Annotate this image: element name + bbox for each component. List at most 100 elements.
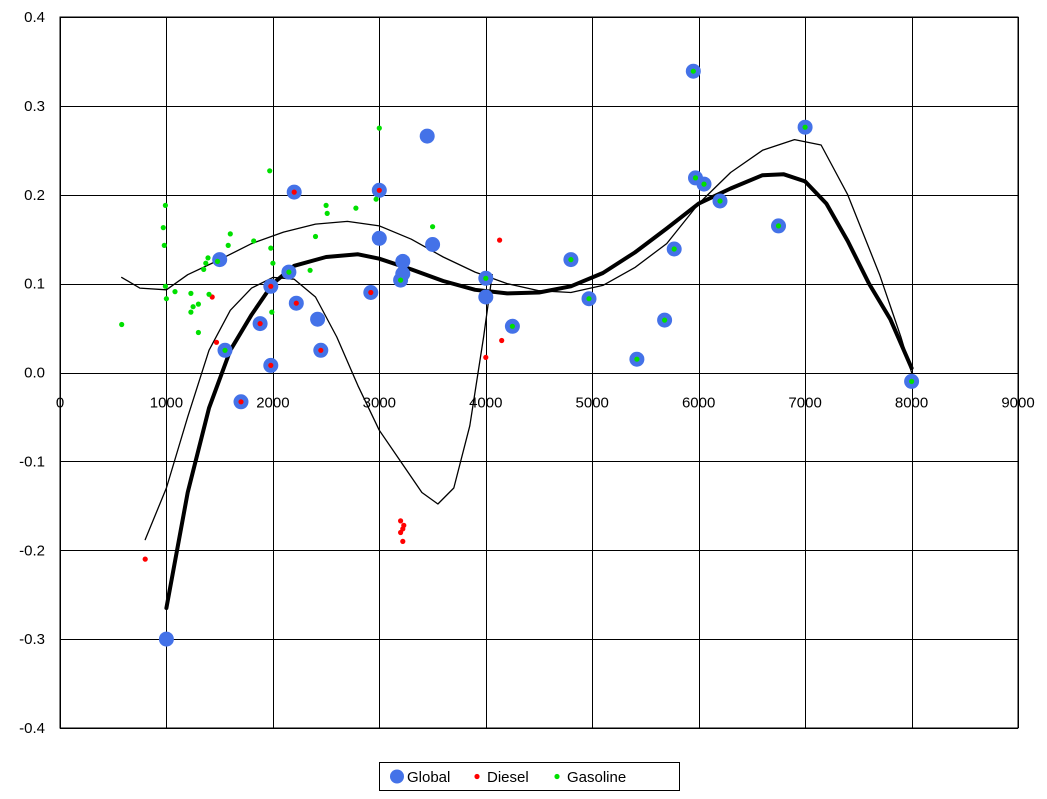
- y-tick-label: 0.0: [24, 365, 45, 382]
- gasoline-point: [373, 196, 379, 202]
- diesel-point: [483, 354, 489, 360]
- diesel-point: [238, 399, 244, 405]
- global-legend-label: Global: [407, 769, 450, 786]
- trendline-thin-2: [121, 138, 913, 374]
- gasoline-point: [692, 175, 699, 181]
- gasoline-point: [286, 269, 292, 275]
- diesel-point: [401, 522, 407, 529]
- diesel-legend-marker: [474, 773, 480, 780]
- gasoline-point: [323, 202, 329, 208]
- diesel-point: [376, 187, 382, 193]
- gasoline-point: [162, 283, 168, 289]
- gasoline-point: [162, 202, 168, 208]
- gasoline-point: [909, 378, 915, 384]
- gasoline-point: [634, 356, 640, 362]
- gasoline-point: [225, 242, 231, 248]
- gasoline-point: [190, 304, 196, 310]
- trendlines: [121, 138, 914, 610]
- x-tick-label: 2000: [256, 395, 289, 412]
- gasoline-point: [205, 255, 211, 261]
- gasoline-point: [483, 275, 489, 281]
- diesel-point: [257, 321, 263, 327]
- diesel-legend-label: Diesel: [487, 769, 529, 786]
- plot-area-border: [59, 16, 1019, 729]
- diesel-point: [400, 538, 406, 545]
- diesel-point: [293, 300, 299, 306]
- gasoline-point: [188, 290, 194, 296]
- diesel-point: [268, 362, 274, 368]
- gasoline-point: [119, 321, 125, 328]
- diesel-point: [142, 556, 148, 562]
- gasoline-point: [195, 301, 201, 307]
- gasoline-point: [662, 317, 668, 323]
- grid: [59, 16, 1019, 729]
- global-point: [310, 311, 326, 327]
- global-legend-marker: [390, 769, 404, 784]
- diesel-point: [291, 189, 297, 195]
- diesel-point: [318, 347, 324, 353]
- gasoline-point: [307, 267, 313, 273]
- global-point: [212, 252, 228, 268]
- trendline-thin-1: [144, 274, 493, 541]
- global-point: [478, 289, 494, 305]
- axes: 0 1000 2000 3000 4000 5000 6000 7000 8000 9000 -0.…: [19, 9, 1035, 737]
- gasoline-point: [586, 296, 592, 302]
- diesel-point: [368, 289, 374, 296]
- gasoline-point: [163, 296, 169, 302]
- x-tick-label: 9000: [1001, 395, 1034, 412]
- gasoline-legend-marker: [554, 773, 560, 780]
- gasoline-point: [376, 125, 382, 131]
- x-tick-label: 0: [56, 395, 64, 412]
- x-tick-label: 6000: [682, 395, 715, 412]
- gasoline-point: [353, 205, 359, 211]
- x-tick-label: 4000: [469, 395, 502, 412]
- gasoline-point: [312, 233, 319, 240]
- global-point: [395, 253, 411, 269]
- gasoline-point: [671, 246, 677, 252]
- x-tick-label: 5000: [576, 395, 609, 412]
- diesel-point: [398, 518, 404, 524]
- diesel-point: [213, 339, 220, 345]
- gasoline-point: [214, 258, 221, 264]
- y-tick-label: 0.4: [24, 9, 45, 26]
- gasoline-point: [398, 277, 404, 283]
- gasoline-point: [509, 323, 515, 329]
- gasoline-point: [268, 245, 274, 251]
- legend-box: [379, 762, 680, 791]
- gasoline-point: [717, 198, 723, 204]
- gasoline-point: [188, 309, 194, 315]
- gasoline-point: [195, 329, 201, 336]
- x-tick-label: 1000: [150, 395, 183, 412]
- x-tick-label: 7000: [788, 395, 821, 412]
- gasoline-point: [227, 231, 233, 237]
- x-tick-label: 8000: [895, 395, 928, 412]
- y-tick-label: 0.1: [24, 276, 45, 293]
- y-tick-label: -0.2: [19, 542, 45, 559]
- y-tick-label: -0.4: [19, 720, 45, 737]
- gasoline-point: [430, 224, 436, 230]
- gasoline-point: [222, 347, 228, 353]
- gasoline-point: [802, 124, 808, 130]
- gasoline-point: [267, 168, 273, 174]
- gasoline-point: [775, 223, 782, 229]
- gasoline-point: [568, 257, 574, 263]
- gasoline-point: [269, 309, 275, 315]
- gasoline-point: [161, 242, 167, 248]
- data-points: [119, 63, 920, 647]
- gasoline-point: [701, 181, 707, 187]
- gasoline-point: [160, 225, 166, 231]
- global-point: [158, 631, 174, 647]
- legend: Global Diesel Gasoline: [379, 762, 680, 791]
- gasoline-point: [201, 266, 207, 272]
- diesel-point: [499, 337, 505, 344]
- x-tick-label: 3000: [363, 395, 396, 412]
- trendline-thick-0: [164, 172, 914, 610]
- gasoline-point: [172, 289, 178, 295]
- y-tick-label: -0.1: [19, 453, 45, 470]
- global-point: [371, 230, 387, 246]
- gasoline-point: [324, 210, 330, 216]
- gasoline-point: [203, 260, 209, 266]
- y-tick-label: 0.2: [24, 187, 45, 204]
- global-point: [419, 128, 435, 144]
